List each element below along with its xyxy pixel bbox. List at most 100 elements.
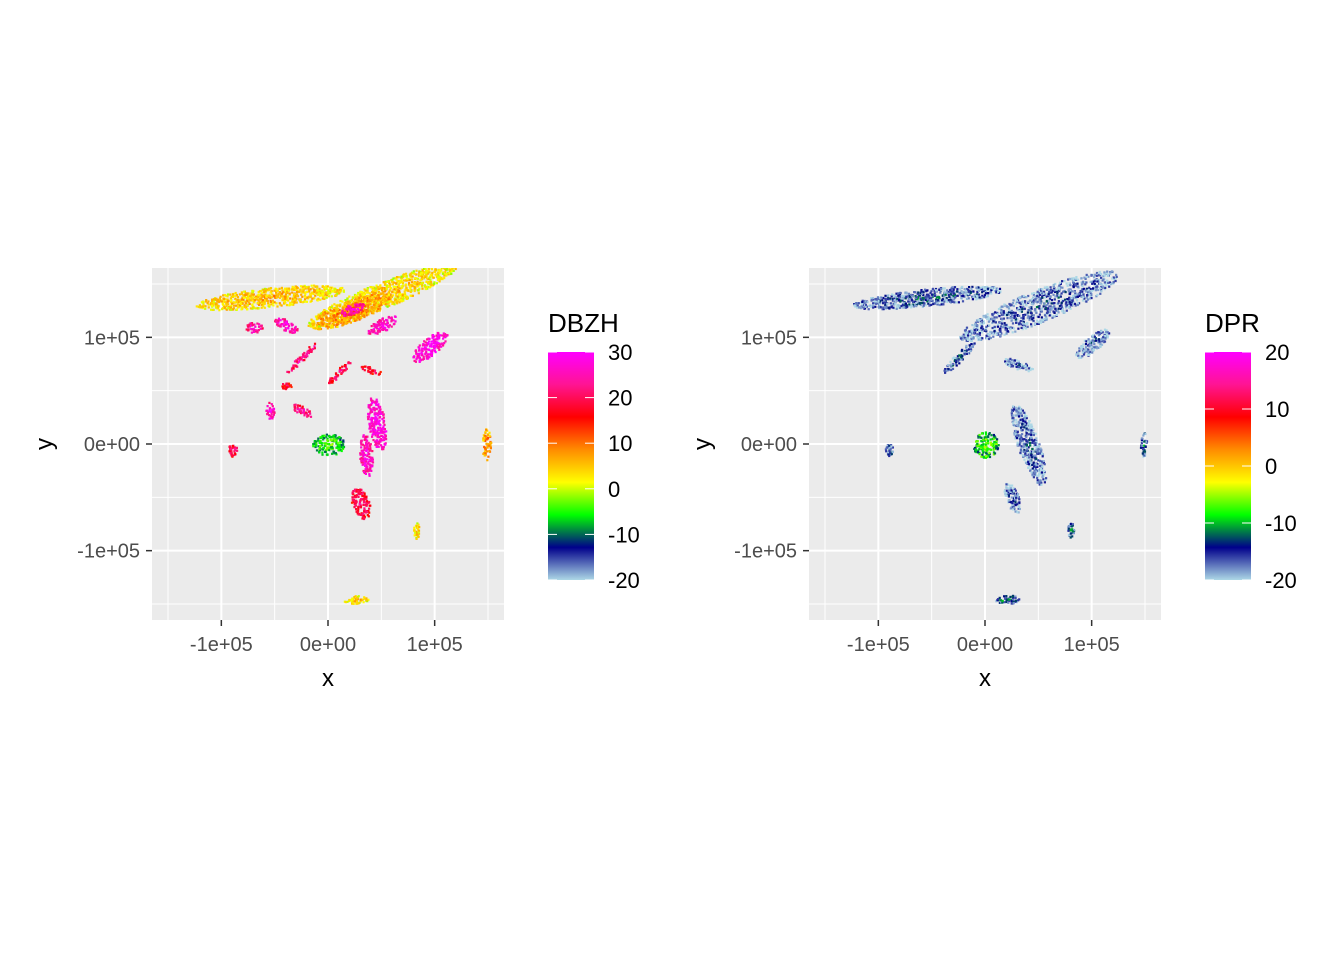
radar-pixel xyxy=(260,303,263,306)
radar-pixel xyxy=(372,432,375,436)
radar-pixel xyxy=(930,290,933,293)
radar-pixel xyxy=(271,417,274,420)
radar-pixel xyxy=(354,314,358,317)
radar-pixel xyxy=(1048,314,1051,317)
radar-pixel xyxy=(325,318,328,321)
radar-pixel xyxy=(434,270,437,273)
radar-pixel xyxy=(1106,274,1109,277)
radar-pixel xyxy=(365,497,368,500)
radar-pixel xyxy=(395,287,398,290)
radar-pixel xyxy=(1106,272,1109,276)
radar-pixel xyxy=(211,298,214,301)
radar-pixel xyxy=(283,287,287,290)
radar-pixel xyxy=(1012,327,1015,330)
radar-pixel xyxy=(488,431,491,434)
radar-pixel xyxy=(397,283,400,286)
radar-pixel xyxy=(1058,284,1061,287)
radar-pixel xyxy=(1112,276,1115,279)
radar-pixel xyxy=(969,291,972,294)
radar-pixel xyxy=(256,296,259,299)
legend-title: DBZH xyxy=(548,308,619,338)
radar-pixel xyxy=(385,323,388,327)
radar-pixel xyxy=(952,292,956,295)
radar-pixel xyxy=(201,305,204,308)
radar-pixel xyxy=(487,443,490,446)
radar-pixel xyxy=(1030,302,1033,305)
radar-pixel xyxy=(363,298,366,301)
radar-pixel xyxy=(1065,301,1068,304)
radar-pixel xyxy=(967,288,970,291)
radar-pixel xyxy=(341,306,345,309)
radar-pixel xyxy=(334,372,338,375)
radar-pixel xyxy=(284,288,287,291)
radar-pixel xyxy=(376,442,379,445)
radar-pixel xyxy=(861,300,864,304)
radar-pixel xyxy=(247,301,250,304)
radar-pixel xyxy=(413,287,416,290)
radar-pixel xyxy=(485,428,488,431)
radar-pixel xyxy=(341,309,344,312)
radar-pixel xyxy=(363,313,367,316)
radar-pixel xyxy=(1032,319,1035,322)
radar-pixel xyxy=(900,305,903,308)
radar-pixel xyxy=(486,450,489,453)
radar-pixel xyxy=(855,303,858,306)
radar-pixel xyxy=(291,300,294,304)
radar-pixel xyxy=(1096,285,1099,288)
radar-pixel xyxy=(405,286,408,289)
radar-pixel xyxy=(292,367,295,370)
radar-pixel xyxy=(335,320,338,323)
radar-pixel xyxy=(293,286,296,289)
radar-pixel xyxy=(976,319,979,322)
radar-pixel xyxy=(360,453,363,456)
radar-pixel xyxy=(921,296,924,299)
radar-pixel xyxy=(1037,321,1040,324)
radar-pixel xyxy=(350,299,353,302)
radar-pixel xyxy=(949,293,952,296)
radar-pixel xyxy=(259,297,262,300)
radar-pixel xyxy=(969,331,972,334)
radar-pixel xyxy=(1007,305,1010,308)
radar-pixel xyxy=(1004,326,1007,329)
radar-pixel xyxy=(368,298,371,301)
radar-pixel xyxy=(1051,316,1054,319)
radar-pixel xyxy=(1052,286,1055,289)
radar-pixel xyxy=(425,273,428,276)
radar-pixel xyxy=(293,403,296,407)
radar-pixel xyxy=(234,295,237,298)
radar-pixel xyxy=(925,290,928,293)
radar-pixel xyxy=(1061,286,1064,289)
radar-pixel xyxy=(959,358,963,361)
radar-pixel xyxy=(1048,308,1051,311)
radar-pixel xyxy=(341,300,344,303)
radar-pixel xyxy=(1068,300,1071,304)
radar-pixel xyxy=(382,322,385,325)
radar-pixel xyxy=(878,303,881,306)
radar-pixel xyxy=(993,286,996,289)
radar-pixel xyxy=(1044,286,1047,289)
radar-pixel xyxy=(258,290,262,293)
radar-pixel xyxy=(453,266,455,268)
radar-pixel xyxy=(298,360,301,363)
radar-pixel xyxy=(931,287,935,290)
radar-pixel xyxy=(1063,311,1066,314)
radar-pixel xyxy=(279,296,282,299)
radar-pixel xyxy=(252,327,255,330)
radar-pixel xyxy=(405,279,408,282)
radar-pixel xyxy=(310,284,313,287)
radar-pixel xyxy=(413,529,416,532)
radar-pixel xyxy=(1031,292,1034,295)
radar-pixel xyxy=(976,326,979,329)
radar-pixel xyxy=(384,300,387,303)
radar-pixel xyxy=(1050,291,1053,294)
radar-pixel xyxy=(1057,286,1060,289)
radar-pixel xyxy=(943,287,946,290)
radar-pixel xyxy=(884,301,887,304)
radar-pixel xyxy=(333,309,336,312)
radar-pixel xyxy=(330,306,333,309)
radar-pixel xyxy=(1076,278,1080,281)
radar-pixel xyxy=(354,595,357,598)
radar-pixel xyxy=(358,296,361,299)
radar-pixel xyxy=(877,305,880,309)
radar-pixel xyxy=(241,302,244,305)
